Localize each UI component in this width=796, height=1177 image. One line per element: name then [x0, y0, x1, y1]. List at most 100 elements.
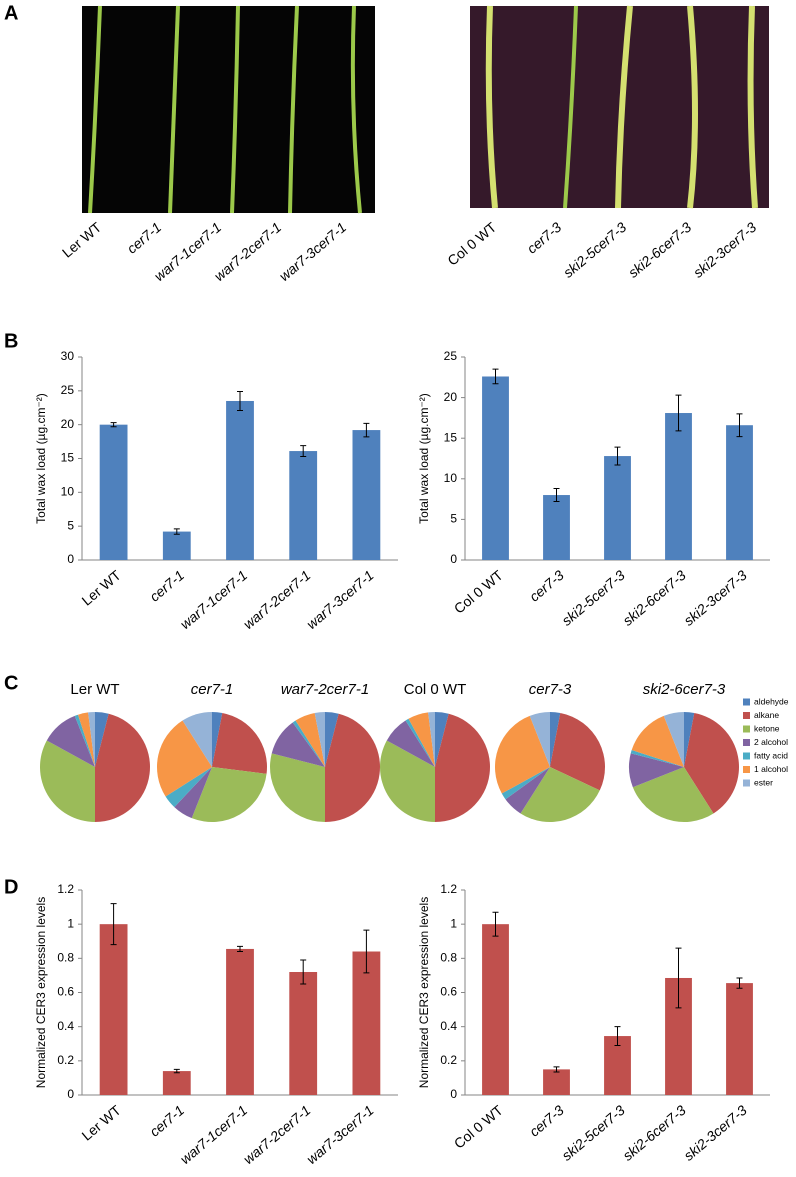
error-bar	[614, 1026, 621, 1046]
bar	[726, 983, 753, 1095]
error-bar	[300, 959, 307, 985]
y-axis-title: Total wax load (µg.cm⁻²)	[417, 393, 431, 524]
y-tick-label: 0.4	[57, 1019, 74, 1033]
bar	[665, 413, 692, 560]
legend-swatch	[743, 725, 750, 733]
panel-label: C	[4, 672, 18, 694]
pie-title: cer7-1	[191, 681, 234, 698]
bar	[482, 376, 509, 560]
pie-slice	[88, 712, 95, 767]
y-tick-label: 10	[444, 471, 458, 485]
x-tick-label: war7-1cer7-1	[177, 567, 250, 632]
photo	[82, 6, 375, 213]
x-tick-label: war7-2cer7-1	[240, 567, 313, 632]
bar	[226, 400, 254, 560]
legend-label: alkane	[754, 710, 779, 720]
pie-slice	[156, 720, 212, 797]
photo-label: ski2-5cer7-3	[560, 219, 629, 281]
x-tick-label: Col 0 WT	[451, 567, 506, 617]
pie-slice	[631, 715, 684, 767]
x-tick-label: ski2-3cer7-3	[681, 1102, 750, 1164]
photo-label: Col 0 WT	[444, 219, 499, 269]
pie-slice	[495, 715, 550, 794]
error-bar	[736, 413, 743, 438]
legend-swatch	[743, 739, 750, 746]
error-bar	[237, 945, 243, 952]
x-tick-label: ski2-6cer7-3	[620, 567, 689, 629]
pie-slice	[74, 714, 95, 767]
legend-label: ester	[754, 777, 773, 787]
y-tick-label: 5	[450, 512, 457, 526]
y-axis-title: Total wax load (µg.cm⁻²)	[34, 393, 48, 524]
pie-slice	[630, 750, 684, 767]
legend-label: fatty acid	[754, 750, 788, 760]
y-tick-label: 1	[67, 916, 74, 930]
error-bar	[363, 422, 370, 438]
y-tick-label: 15	[444, 430, 458, 444]
pie-slice	[405, 718, 435, 767]
y-tick-label: 0.8	[57, 951, 74, 965]
pie-slice	[270, 753, 325, 822]
y-axis-title: Normalized CER3 expression levels	[34, 897, 48, 1088]
pie-slice	[632, 767, 714, 822]
pie-slice	[408, 712, 435, 767]
y-tick-label: 20	[61, 417, 75, 431]
x-tick-label: Ler WT	[78, 567, 124, 609]
error-bar	[675, 947, 682, 1009]
bar	[99, 924, 128, 1095]
pie-slice	[501, 767, 550, 800]
y-tick-label: 0.2	[440, 1053, 457, 1067]
photo-label: ski2-6cer7-3	[625, 219, 694, 281]
pie-slice	[520, 767, 600, 822]
x-tick-label: Ler WT	[78, 1102, 124, 1144]
photo-label: ski2-3cer7-3	[690, 219, 759, 281]
y-tick-label: 0	[67, 1087, 74, 1101]
pie-slice	[684, 712, 740, 814]
bar	[543, 1069, 570, 1095]
pie-slice	[295, 712, 325, 767]
bar	[99, 424, 128, 560]
pie-title: cer7-3	[529, 681, 572, 698]
error-bar	[736, 977, 743, 989]
pie-slice	[435, 712, 449, 767]
legend-swatch	[743, 766, 750, 773]
y-tick-label: 10	[61, 485, 75, 499]
legend-label: 1 alcohol	[754, 764, 788, 774]
pie-slice	[684, 712, 695, 767]
pie-slice	[428, 712, 435, 767]
error-bar	[675, 394, 682, 432]
photo-label: war7-3cer7-1	[276, 219, 349, 284]
y-tick-label: 0	[450, 1087, 457, 1101]
error-bar	[553, 488, 560, 503]
legend-label: 2 alcohol	[754, 737, 788, 747]
x-tick-label: cer7-1	[146, 567, 187, 605]
photo-label: cer7-1	[124, 219, 165, 257]
pie-slice	[629, 753, 684, 788]
pie-title: Col 0 WT	[404, 681, 467, 698]
error-bar	[363, 929, 370, 974]
bar	[289, 451, 318, 560]
pie-slice	[550, 712, 605, 791]
pie-slice	[435, 713, 490, 822]
x-tick-label: ski2-6cer7-3	[620, 1102, 689, 1164]
pie-slice	[663, 712, 684, 767]
pie-slice	[380, 740, 435, 822]
pie-title: war7-2cer7-1	[281, 681, 369, 698]
pie-slice	[95, 712, 109, 767]
x-tick-label: war7-3cer7-1	[303, 567, 376, 632]
error-bar	[553, 1066, 560, 1073]
pie-slice	[212, 712, 223, 767]
pie-slice	[505, 767, 550, 814]
pie-slice	[46, 715, 95, 767]
bar	[482, 924, 509, 1095]
error-bar	[300, 445, 307, 457]
bar	[726, 425, 753, 560]
error-bar	[110, 422, 117, 428]
x-tick-label: cer7-1	[146, 1102, 187, 1140]
y-tick-label: 0.4	[440, 1019, 457, 1033]
pie-slice	[78, 712, 95, 767]
y-tick-label: 0.2	[57, 1053, 74, 1067]
photo-label: Ler WT	[59, 219, 105, 261]
error-bar	[237, 391, 243, 411]
